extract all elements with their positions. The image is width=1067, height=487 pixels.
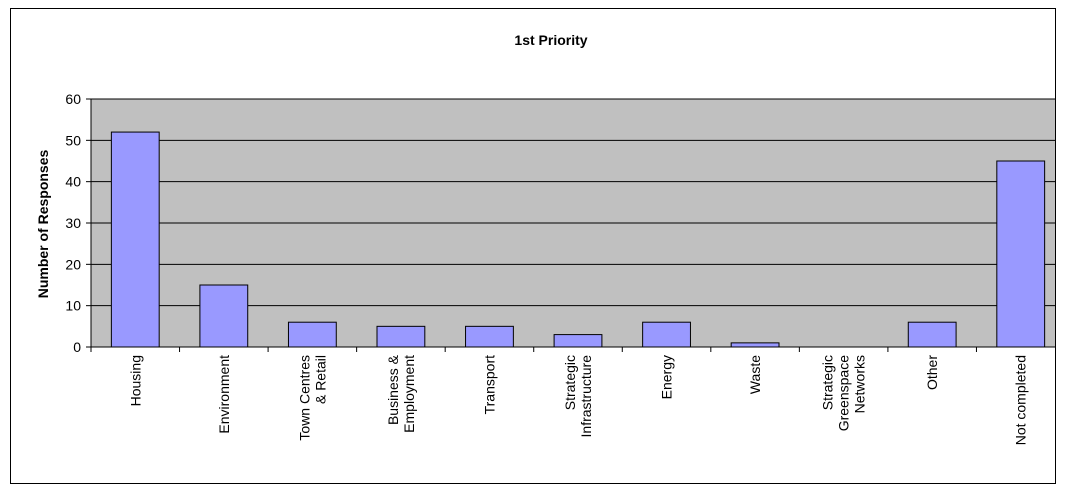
chart-frame: 1st Priority Number of Responses 0 10 20 30…: [10, 8, 1056, 484]
x-tick-label: Business &Employment: [385, 354, 417, 432]
x-tick-label: Town Centres& Retail: [296, 355, 328, 441]
y-tick-label: 40: [65, 174, 81, 190]
x-tick-label: Energy: [659, 355, 675, 399]
bar: [642, 321, 691, 348]
bar: [376, 325, 426, 348]
y-tick-label: 20: [65, 256, 81, 272]
x-tick-label: Waste: [747, 355, 763, 394]
y-tick-label: 10: [65, 298, 81, 314]
bar: [110, 131, 160, 348]
bar: [287, 321, 337, 348]
x-tick-label: Transport: [481, 355, 497, 415]
bar: [553, 334, 603, 348]
bar: [907, 321, 957, 348]
x-tick-label: StrategicGreenspaceNetworks: [820, 355, 868, 431]
x-tick-label: StrategicInfrastructure: [562, 355, 594, 438]
y-tick-label: 30: [65, 215, 81, 231]
x-tick-label: Other: [924, 355, 940, 390]
x-tick-label: Environment: [216, 355, 232, 434]
bar-chart: 1st Priority Number of Responses 0 10 20 30…: [35, 32, 1055, 445]
x-tick-label: Not completed: [1013, 355, 1029, 445]
y-tick-label: 50: [65, 132, 81, 148]
bar: [465, 325, 514, 348]
bar: [199, 284, 249, 348]
chart-title: 1st Priority: [514, 32, 587, 48]
plot-area: 0 10 20 30 40 50 60 Housing Environment Town Cent…: [65, 91, 1055, 445]
y-axis-label: Number of Responses: [35, 149, 51, 298]
y-tick-label: 0: [73, 339, 81, 355]
bar: [996, 160, 1046, 348]
y-tick-label: 60: [65, 91, 81, 107]
x-tick-label: Housing: [127, 355, 143, 406]
bar: [730, 342, 780, 348]
